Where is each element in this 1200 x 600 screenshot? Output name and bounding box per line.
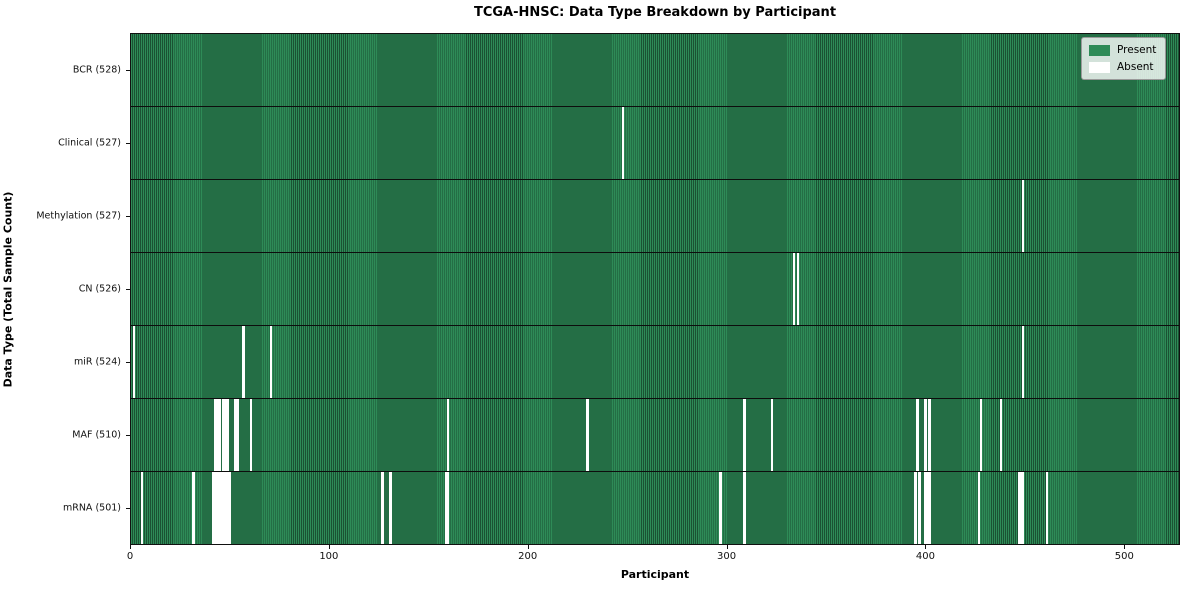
- absent-mark: [979, 399, 983, 471]
- chart-title: TCGA-HNSC: Data Type Breakdown by Partic…: [473, 5, 837, 20]
- absent-mark: [250, 399, 253, 471]
- row-mRNA: [131, 472, 1179, 544]
- x-tick-mark: [527, 545, 529, 549]
- y-tick-mark: [126, 142, 130, 144]
- legend-label: Present: [1117, 44, 1157, 56]
- absent-mark: [140, 472, 144, 544]
- absent-mark: [228, 472, 231, 544]
- x-axis-label: Participant: [620, 568, 690, 581]
- y-tick-label-Clinical: Clinical (527): [58, 137, 121, 149]
- x-tick-label-100: 100: [319, 551, 339, 562]
- row-Methylation: [131, 180, 1179, 253]
- plot-area: [130, 33, 1180, 545]
- absent-mark: [447, 399, 450, 471]
- absent-mark: [916, 399, 919, 471]
- absent-mark: [236, 399, 239, 471]
- x-tick-label-300: 300: [717, 551, 737, 562]
- x-tick-label-500: 500: [1114, 551, 1134, 562]
- y-tick-mark: [126, 289, 130, 290]
- absent-mark: [743, 399, 746, 471]
- absent-mark: [918, 472, 921, 544]
- absent-mark: [212, 472, 215, 544]
- absent-mark: [132, 326, 136, 398]
- row-CN: [131, 253, 1179, 326]
- absent-mark: [999, 399, 1003, 471]
- absent-mark: [622, 107, 625, 179]
- row-Clinical: [131, 107, 1179, 180]
- legend-swatch-present: [1089, 44, 1110, 56]
- y-tick-mark: [126, 435, 130, 437]
- absent-mark: [771, 399, 774, 471]
- legend-swatch-absent: [1089, 61, 1110, 73]
- absent-mark: [1019, 472, 1023, 544]
- absent-mark: [226, 472, 229, 544]
- absent-mark: [222, 472, 225, 544]
- absent-mark: [216, 399, 219, 471]
- absent-mark: [216, 472, 219, 544]
- absent-mark: [586, 399, 589, 471]
- absent-mark: [928, 472, 931, 544]
- y-tick-label-Methylation: Methylation (527): [36, 210, 121, 222]
- y-tick-label-BCR: BCR (528): [72, 64, 121, 76]
- y-tick-label-miR: miR (524): [73, 356, 121, 368]
- row-miR: [131, 326, 1179, 399]
- absent-mark: [218, 399, 221, 471]
- legend-item-absent: Absent: [1089, 61, 1156, 73]
- x-tick-mark: [130, 545, 131, 549]
- absent-mark: [222, 399, 225, 471]
- x-tick-mark: [328, 545, 330, 549]
- absent-mark: [1021, 326, 1025, 398]
- x-tick-mark: [925, 545, 927, 549]
- absent-mark: [926, 472, 929, 544]
- absent-mark: [226, 399, 229, 471]
- y-tick-mark: [126, 508, 130, 510]
- absent-mark: [214, 472, 217, 544]
- absent-mark: [224, 472, 227, 544]
- absent-mark: [1021, 472, 1025, 544]
- y-tick-mark: [126, 69, 130, 71]
- absent-mark: [793, 253, 796, 325]
- absent-mark: [924, 472, 927, 544]
- absent-mark: [1045, 472, 1048, 544]
- row-MAF: [131, 399, 1179, 472]
- absent-mark: [234, 399, 237, 471]
- absent-mark: [1017, 472, 1021, 544]
- row-BCR: [131, 34, 1179, 107]
- x-tick-label-0: 0: [126, 551, 134, 562]
- absent-mark: [214, 399, 217, 471]
- y-tick-label-mRNA: mRNA (501): [62, 502, 121, 514]
- absent-mark: [928, 399, 931, 471]
- absent-mark: [1021, 180, 1025, 252]
- y-tick-label-CN: CN (526): [78, 283, 121, 295]
- absent-mark: [743, 472, 746, 544]
- absent-mark: [242, 326, 245, 398]
- legend-label: Absent: [1117, 61, 1154, 73]
- x-tick-label-400: 400: [915, 551, 935, 562]
- absent-mark: [978, 472, 981, 544]
- y-tick-mark: [126, 215, 130, 217]
- x-tick-label-200: 200: [518, 551, 538, 562]
- legend: Present Absent: [1081, 37, 1167, 80]
- x-tick-mark: [1124, 545, 1126, 549]
- x-tick-mark: [726, 545, 728, 549]
- absent-mark: [924, 399, 927, 471]
- absent-mark: [218, 472, 221, 544]
- absent-mark: [220, 472, 223, 544]
- absent-mark: [381, 472, 384, 544]
- absent-mark: [445, 472, 448, 544]
- absent-mark: [389, 472, 392, 544]
- legend-item-present: Present: [1089, 44, 1156, 56]
- absent-mark: [224, 399, 227, 471]
- y-tick-label-MAF: MAF (510): [72, 429, 121, 441]
- y-tick-mark: [126, 362, 130, 364]
- absent-mark: [797, 253, 800, 325]
- absent-mark: [270, 326, 273, 398]
- absent-mark: [914, 472, 917, 544]
- absent-mark: [192, 472, 195, 544]
- absent-mark: [447, 472, 450, 544]
- absent-mark: [719, 472, 722, 544]
